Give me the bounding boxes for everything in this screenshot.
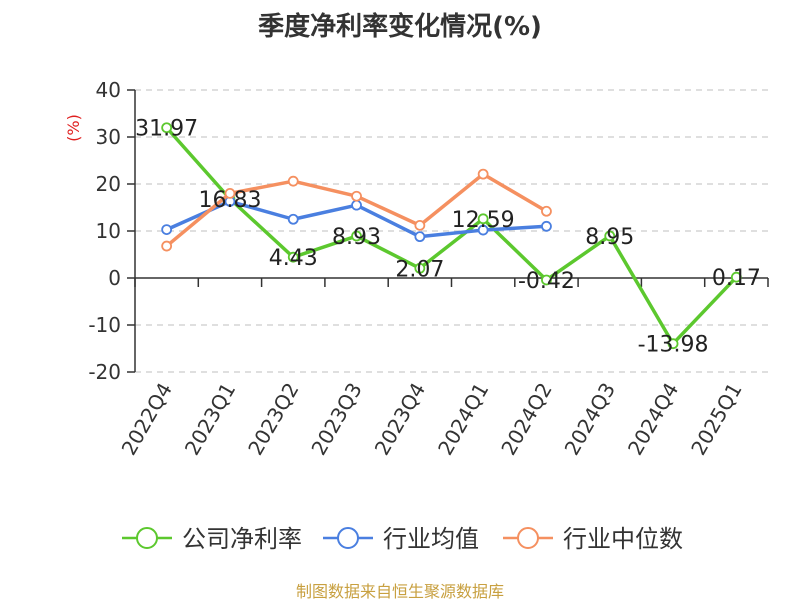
legend-marker (136, 527, 158, 549)
data-point (414, 262, 426, 274)
data-point (477, 213, 489, 225)
y-tick-label: -10 (88, 313, 121, 337)
y-axis-label: (%) (64, 114, 83, 142)
source-note: 制图数据来自恒生聚源数据库 (295, 582, 504, 601)
data-point (667, 338, 679, 350)
data-point (541, 274, 552, 286)
data-label: 16.83 (198, 188, 261, 213)
data-label: -13.98 (638, 333, 709, 358)
data-point (541, 205, 552, 217)
data-point (604, 230, 616, 242)
data-label: 0.17 (712, 266, 761, 291)
data-point (414, 231, 426, 243)
data-point (224, 187, 236, 199)
data-label: 12.59 (452, 208, 515, 233)
legend-marker (337, 527, 359, 549)
data-point (730, 271, 742, 283)
data-point (287, 251, 299, 263)
y-tick-label: 10 (96, 219, 121, 243)
data-label: 4.43 (269, 246, 318, 271)
data-label: 31.97 (135, 117, 198, 142)
y-tick-label: -20 (88, 360, 121, 384)
data-label: 8.93 (332, 225, 381, 250)
x-tick-label: 2025Q1 (686, 379, 746, 460)
data-point (161, 224, 173, 235)
data-point (351, 190, 362, 202)
data-point (161, 122, 173, 134)
x-tick-label: 2024Q4 (623, 379, 683, 460)
x-tick-label: 2024Q3 (560, 379, 620, 460)
legend: 公司净利率 行业均值 行业中位数 (122, 525, 683, 553)
data-point (287, 213, 299, 225)
y-tick-label: 40 (96, 78, 121, 102)
series-lines (161, 122, 742, 350)
x-tick-label: 2024Q2 (496, 379, 556, 460)
data-labels: 31.97 16.83 4.43 8.93 2.07 12.59 -0.42 8.95 -13.… (135, 117, 761, 358)
legend-label: 公司净利率 (182, 525, 302, 553)
data-point (287, 175, 299, 187)
legend-item-1[interactable]: 行业均值 (323, 525, 479, 553)
data-point (477, 224, 489, 236)
data-label: 8.95 (585, 225, 634, 250)
x-tick-label: 2022Q4 (117, 379, 177, 460)
data-point (541, 220, 552, 232)
x-tick-label: 2024Q1 (433, 379, 493, 460)
data-point (351, 199, 362, 211)
legend-item-0[interactable]: 公司净利率 (122, 525, 302, 553)
y-tick-label: 0 (108, 266, 121, 290)
series-line-0 (165, 126, 738, 346)
x-tick-label: 2023Q1 (180, 379, 240, 460)
chart-title: 季度净利率变化情况(%) (258, 12, 542, 42)
x-tick-label: 2023Q4 (370, 379, 430, 460)
data-point (161, 240, 173, 252)
y-tick-label: 30 (96, 125, 121, 149)
x-tick-label: 2023Q2 (243, 379, 303, 460)
x-tick-label: 2023Q3 (306, 379, 366, 460)
y-tick-label: 20 (96, 172, 121, 196)
data-point (477, 168, 489, 180)
legend-marker (517, 527, 539, 549)
data-point (351, 230, 362, 242)
legend-label: 行业中位数 (563, 525, 683, 553)
data-label: -0.42 (518, 269, 575, 294)
data-label: 2.07 (395, 257, 444, 282)
legend-label: 行业均值 (383, 525, 479, 553)
data-point (414, 219, 426, 231)
legend-item-2[interactable]: 行业中位数 (503, 525, 683, 553)
